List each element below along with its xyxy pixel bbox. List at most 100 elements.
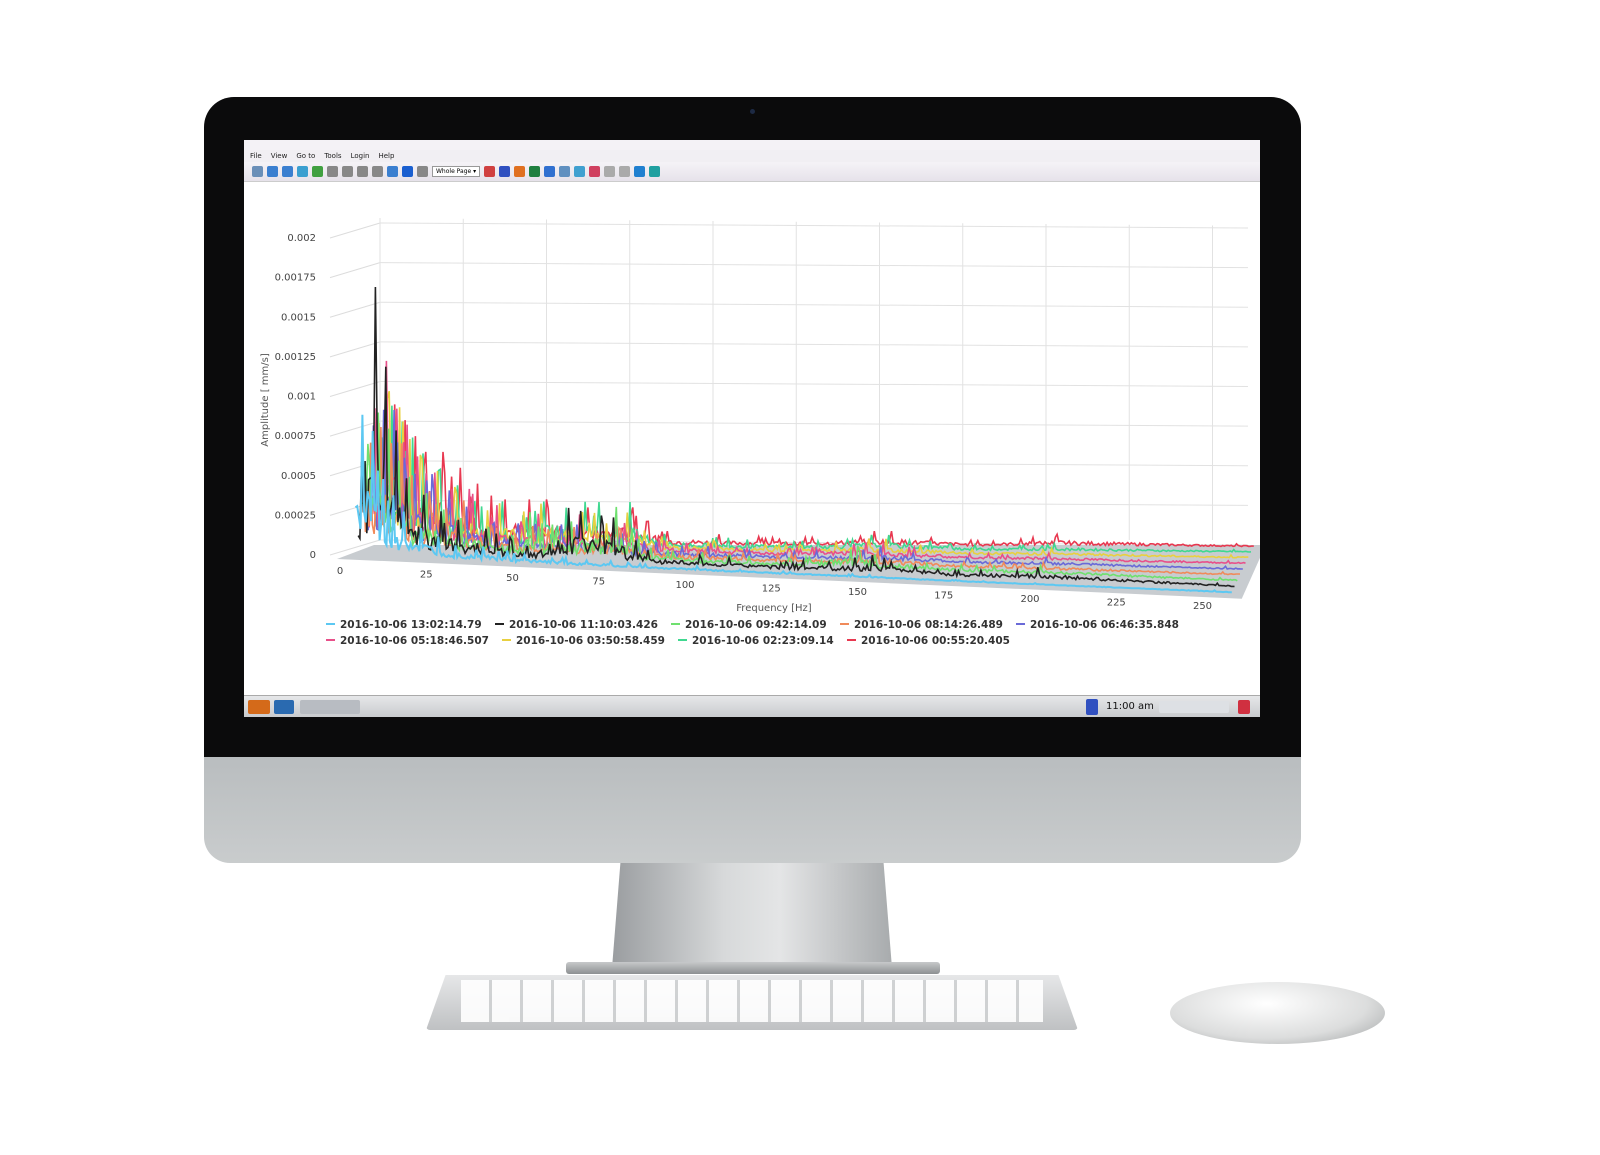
y-tick-label: 0.00025 [275, 510, 316, 521]
x-tick-label: 200 [1020, 594, 1039, 605]
toolbar-button-icon[interactable] [574, 166, 586, 177]
legend-entry[interactable]: 2016-10-06 05:18:46.507 [340, 635, 489, 647]
toolbar: Whole Page ▾ [244, 162, 1260, 182]
title-bar [244, 140, 1260, 150]
menu-login[interactable]: Login [350, 152, 370, 160]
legend-entry[interactable]: 2016-10-06 13:02:14.79 [340, 619, 482, 631]
taskbar: 11:00 am [244, 695, 1260, 717]
toolbar-button-icon[interactable] [499, 166, 511, 177]
y-tick-label: 0.001 [287, 392, 316, 403]
start-menu-icon[interactable] [248, 699, 270, 714]
grid-line [379, 262, 1249, 269]
legend-entry[interactable]: 2016-10-06 11:10:03.426 [509, 619, 658, 631]
toolbar-button-icon[interactable] [559, 166, 571, 177]
toolbar-button-icon[interactable] [544, 166, 556, 177]
monitor-chin [204, 757, 1301, 863]
y-tick-label: 0.00125 [275, 352, 316, 363]
grid-line [329, 301, 381, 318]
grid-line [329, 222, 381, 239]
desktop-icon[interactable] [274, 699, 294, 714]
grid-line [379, 341, 1249, 348]
grid-line [329, 262, 381, 279]
grid-line [329, 381, 381, 397]
zoom-select[interactable]: Whole Page ▾ [432, 166, 481, 177]
grid-line [379, 499, 1249, 506]
y-tick-label: 0 [310, 550, 316, 561]
toolbar-button-icon[interactable] [357, 166, 368, 177]
quick-launch-icons[interactable] [300, 699, 360, 714]
series-line [362, 426, 1240, 576]
x-tick-label: 75 [592, 577, 605, 588]
toolbar-button-icon[interactable] [604, 166, 616, 177]
x-tick-label: 175 [934, 591, 953, 602]
x-axis-label: Frequency [Hz] [736, 603, 812, 614]
legend-entry[interactable]: 2016-10-06 08:14:26.489 [854, 619, 1003, 631]
grid-line [379, 301, 1249, 308]
menu-file[interactable]: File [250, 152, 262, 160]
legend-entry[interactable]: 2016-10-06 03:50:58.459 [516, 635, 665, 647]
toolbar-button-icon[interactable] [312, 166, 323, 177]
waterfall-chart: 0 0.00025 0.0005 0.00075 0.001 0.00125 0.0015 0… [260, 218, 1260, 647]
legend-entry[interactable]: 2016-10-06 09:42:14.09 [685, 619, 827, 631]
y-tick-label: 0.002 [287, 233, 316, 244]
toolbar-button-icon[interactable] [327, 166, 338, 177]
x-tick-label: 0 [337, 566, 343, 577]
toolbar-button-icon[interactable] [529, 166, 541, 177]
toolbar-button-icon[interactable] [484, 166, 496, 177]
monitor-stand [612, 863, 892, 968]
grid-line [379, 381, 1249, 387]
grid-line [329, 539, 381, 556]
system-tray-icons[interactable] [1159, 701, 1229, 713]
toolbar-button-icon[interactable] [634, 166, 646, 177]
grid-line [329, 420, 381, 437]
toolbar-button-icon[interactable] [619, 166, 631, 177]
legend-entry[interactable]: 2016-10-06 02:23:09.14 [692, 635, 834, 647]
legend-entry[interactable]: 2016-10-06 06:46:35.848 [1030, 619, 1179, 631]
menu-bar: File View Go to Tools Login Help [244, 150, 1260, 162]
menu-tools[interactable]: Tools [324, 152, 342, 160]
series-line [357, 286, 1235, 588]
grid-line [379, 222, 1249, 229]
toolbar-button-icon[interactable] [589, 166, 601, 177]
x-tick-label: 100 [675, 580, 694, 591]
clock: 11:00 am [1106, 701, 1154, 712]
mouse [1170, 982, 1385, 1044]
x-tick-label: 50 [506, 573, 519, 584]
toolbar-button-icon[interactable] [252, 166, 263, 177]
monitor-stand-base [566, 962, 940, 974]
x-tick-label: 125 [762, 584, 781, 595]
y-axis-label: Amplitude [ mm/s] [260, 353, 271, 447]
menu-help[interactable]: Help [378, 152, 395, 160]
toolbar-button-icon[interactable] [402, 166, 413, 177]
toolbar-button-icon[interactable] [267, 166, 278, 177]
y-tick-label: 0.0015 [281, 312, 316, 323]
keyboard [426, 975, 1078, 1030]
menu-go-to[interactable]: Go to [296, 152, 316, 160]
legend-entry[interactable]: 2016-10-06 00:55:20.405 [861, 635, 1010, 647]
series-line [371, 391, 1249, 559]
toolbar-button-icon[interactable] [342, 166, 353, 177]
menu-view[interactable]: View [270, 152, 288, 160]
x-tick-label: 150 [848, 587, 867, 598]
camera-icon [750, 109, 755, 114]
series-line [354, 414, 1232, 594]
x-tick-label: 25 [420, 570, 433, 581]
y-tick-label: 0.00075 [275, 431, 316, 442]
grid-line [379, 460, 1249, 467]
toolbar-button-icon[interactable] [282, 166, 293, 177]
app-task-icon[interactable] [1086, 699, 1098, 715]
x-tick-label: 225 [1107, 598, 1126, 609]
power-icon[interactable] [1238, 700, 1250, 714]
grid-line [379, 420, 1249, 427]
toolbar-button-icon[interactable] [417, 166, 428, 177]
grid-line [329, 341, 381, 358]
toolbar-button-icon[interactable] [514, 166, 526, 177]
y-tick-label: 0.00175 [275, 273, 316, 284]
toolbar-button-icon[interactable] [387, 166, 398, 177]
y-tick-label: 0.0005 [281, 471, 316, 482]
toolbar-button-icon[interactable] [297, 166, 308, 177]
series-line [360, 412, 1238, 582]
app-window: File View Go to Tools Login Help Whole P… [244, 140, 1260, 717]
toolbar-button-icon[interactable] [372, 166, 383, 177]
toolbar-button-icon[interactable] [649, 166, 661, 177]
